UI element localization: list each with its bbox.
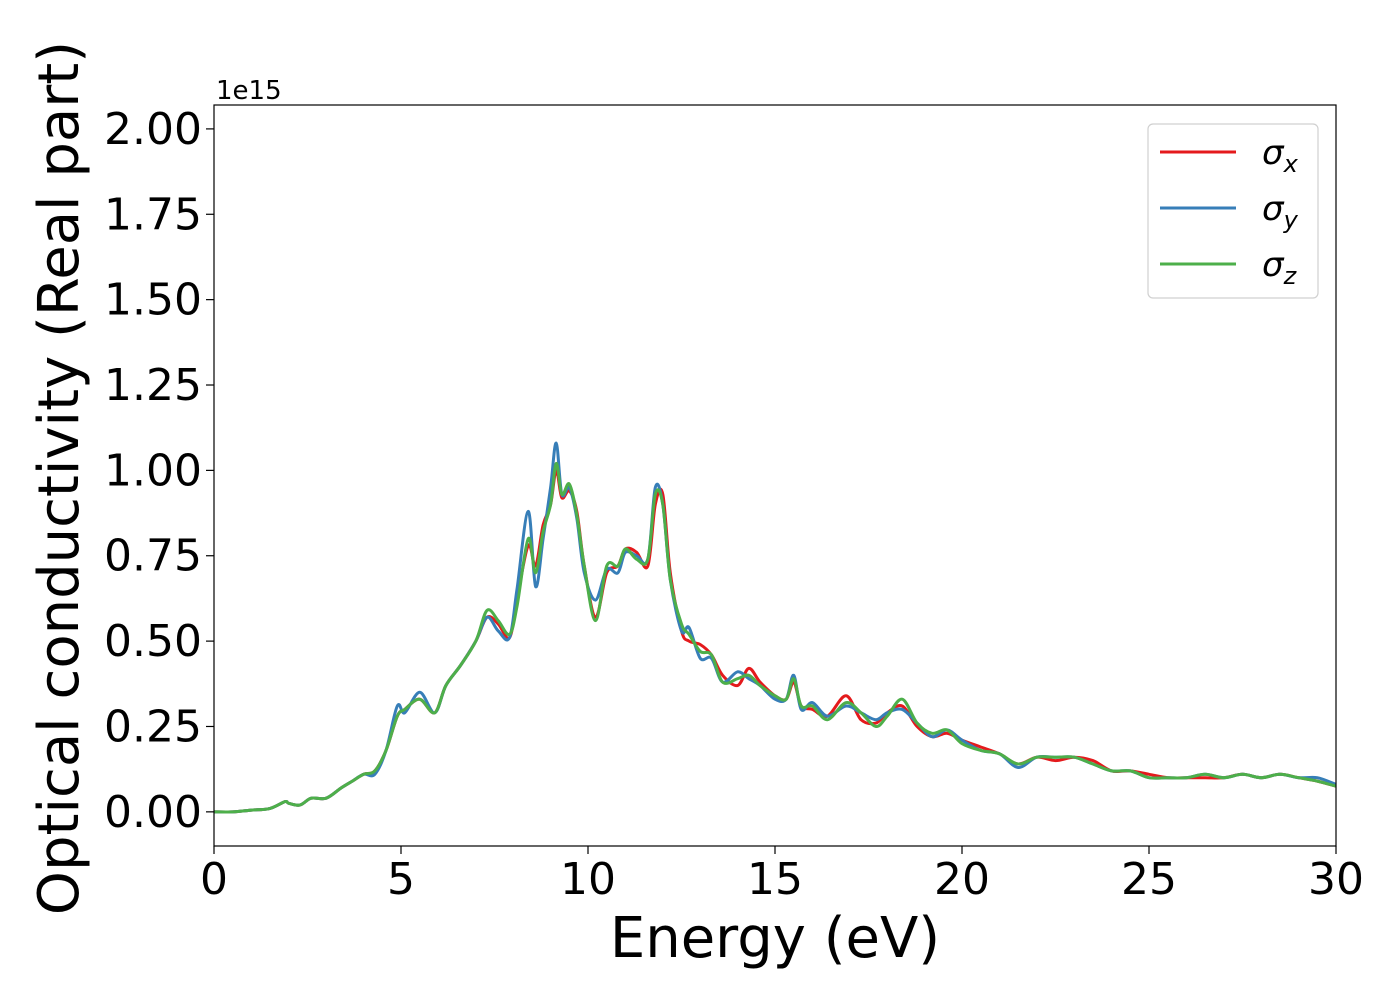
series-group bbox=[214, 441, 1336, 814]
x-tick-label: 10 bbox=[560, 854, 616, 905]
y-tick-label: 0.50 bbox=[104, 616, 202, 667]
y-tick-label: 1.75 bbox=[104, 189, 202, 240]
x-axis-label: Energy (eV) bbox=[610, 906, 940, 971]
y-tick-label: 0.75 bbox=[104, 531, 202, 582]
y-tick-label: 1.50 bbox=[104, 275, 202, 326]
legend-symbol: σ bbox=[1262, 133, 1285, 173]
legend-symbol: σ bbox=[1262, 245, 1285, 285]
legend-label: σx bbox=[1262, 133, 1299, 178]
y-tick-label: 2.00 bbox=[104, 104, 202, 155]
y-tick-label: 1.00 bbox=[104, 445, 202, 496]
x-tick-label: 25 bbox=[1121, 854, 1177, 905]
y-tick-label: 1.25 bbox=[104, 360, 202, 411]
legend-subscript: y bbox=[1283, 206, 1299, 234]
x-tick-label: 5 bbox=[387, 854, 415, 905]
legend-symbol: σ bbox=[1262, 189, 1285, 229]
y-tick-label: 0.00 bbox=[104, 787, 202, 838]
legend-label: σy bbox=[1262, 189, 1299, 234]
legend-subscript: x bbox=[1283, 150, 1299, 178]
series-line-z bbox=[214, 461, 1336, 814]
legend-item-y: σy bbox=[1160, 189, 1299, 234]
x-tick-label: 0 bbox=[200, 854, 228, 905]
x-tick-label: 15 bbox=[747, 854, 803, 905]
legend-subscript: z bbox=[1283, 262, 1298, 290]
legend-box bbox=[1147, 123, 1319, 299]
legend-label: σz bbox=[1262, 245, 1298, 290]
x-tick-label: 30 bbox=[1308, 854, 1364, 905]
legend-item-x: σx bbox=[1160, 133, 1299, 178]
y-axis-label: Optical conductivity (Real part) bbox=[27, 41, 92, 915]
x-tick-label: 20 bbox=[934, 854, 990, 905]
legend-item-z: σz bbox=[1160, 245, 1298, 290]
y-tick-label: 0.25 bbox=[104, 701, 202, 752]
y-offset-label: 1e15 bbox=[216, 76, 282, 106]
